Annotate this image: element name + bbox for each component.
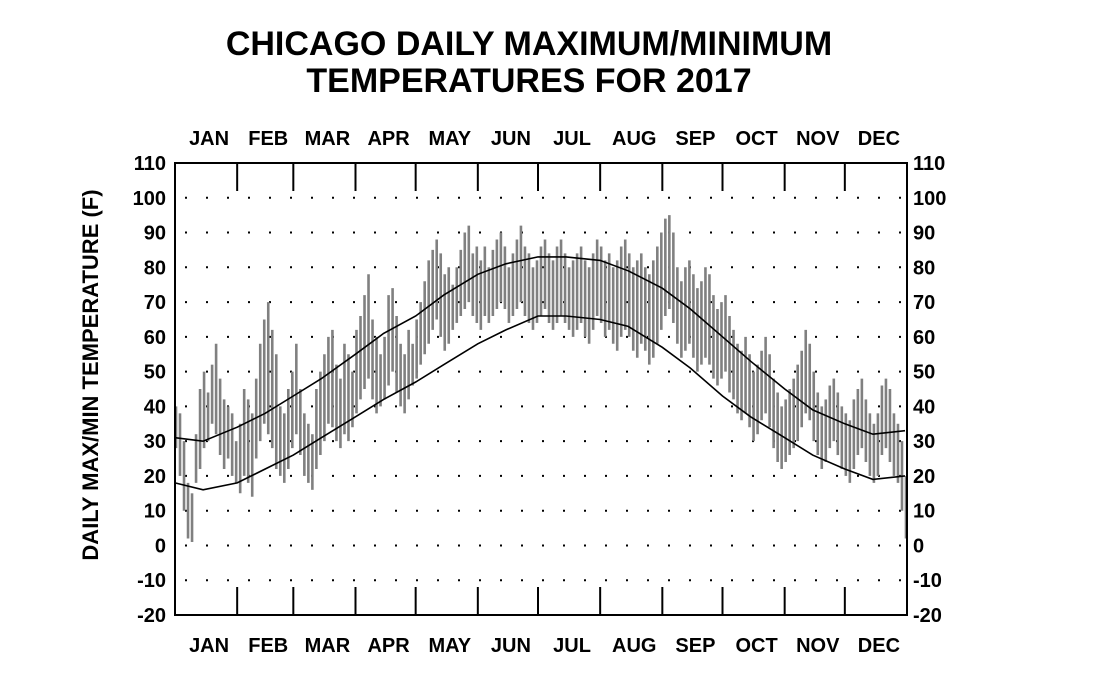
- y-tick-label-left: -10: [137, 570, 166, 592]
- month-label-top: MAR: [305, 128, 351, 150]
- month-label-bottom: DEC: [858, 635, 900, 657]
- y-tick-label-left: 80: [144, 257, 166, 279]
- month-label-top: JUL: [553, 128, 591, 150]
- y-tick-label-left: 40: [144, 396, 166, 418]
- month-label-top: AUG: [612, 128, 656, 150]
- month-label-bottom: JUN: [491, 635, 531, 657]
- y-tick-label-right: -10: [913, 570, 942, 592]
- month-label-bottom: AUG: [612, 635, 656, 657]
- month-label-top: OCT: [735, 128, 777, 150]
- axes: [174, 162, 908, 616]
- observed-bars: [174, 215, 908, 542]
- normal-lines: [174, 256, 906, 491]
- month-label-bottom: MAR: [305, 635, 351, 657]
- month-label-top: JUN: [491, 128, 531, 150]
- tick-labels: -20 -20 -10 -10 0 0 10 10 20 20 30 30 40 40 50 50 60 60 70…: [133, 128, 947, 657]
- y-tick-label-left: 30: [144, 431, 166, 453]
- y-tick-label-left: 50: [144, 362, 166, 384]
- month-label-top: NOV: [796, 128, 840, 150]
- month-label-top: JAN: [189, 128, 229, 150]
- y-tick-label-left: 110: [134, 153, 166, 175]
- y-tick-label-left: 100: [133, 188, 166, 210]
- month-label-top: FEB: [248, 128, 288, 150]
- month-label-top: MAY: [428, 128, 471, 150]
- normal-low-line: [174, 315, 906, 491]
- y-tick-label-left: 90: [144, 223, 166, 245]
- month-label-top: DEC: [858, 128, 900, 150]
- month-label-bottom: SEP: [675, 635, 715, 657]
- chart-title-line-1: CHICAGO DAILY MAXIMUM/MINIMUM: [226, 25, 832, 63]
- y-tick-label-right: 0: [913, 535, 924, 557]
- y-tick-label-right: 100: [913, 188, 946, 210]
- month-label-bottom: JUL: [553, 635, 591, 657]
- y-tick-label-right: 70: [913, 292, 935, 314]
- y-tick-label-right: 50: [913, 362, 935, 384]
- month-label-bottom: FEB: [248, 635, 288, 657]
- y-tick-label-left: 70: [144, 292, 166, 314]
- y-tick-label-right: -20: [913, 605, 942, 627]
- y-tick-label-right: 90: [913, 223, 935, 245]
- month-label-bottom: MAY: [428, 635, 471, 657]
- chart-title-line-2: TEMPERATURES FOR 2017: [306, 62, 751, 100]
- month-label-bottom: NOV: [796, 635, 840, 657]
- y-tick-label-right: 60: [913, 327, 935, 349]
- y-axis-label: DAILY MAX/MIN TEMPERATURE (F): [78, 189, 103, 560]
- normal-high-line: [174, 256, 906, 443]
- month-label-bottom: OCT: [735, 635, 777, 657]
- y-tick-label-left: -20: [137, 605, 166, 627]
- month-label-top: APR: [367, 128, 410, 150]
- y-tick-label-right: 30: [913, 431, 935, 453]
- month-label-bottom: APR: [367, 635, 410, 657]
- y-tick-label-right: 20: [913, 466, 935, 488]
- y-tick-label-right: 80: [913, 257, 935, 279]
- y-tick-label-left: 10: [144, 501, 166, 523]
- y-tick-label-right: 10: [913, 501, 935, 523]
- y-tick-label-right: 40: [913, 396, 935, 418]
- y-tick-label-right: 110: [913, 153, 945, 175]
- y-tick-label-left: 60: [144, 327, 166, 349]
- y-tick-label-left: 0: [155, 535, 166, 557]
- plot-frame: [174, 162, 908, 616]
- month-label-bottom: JAN: [189, 635, 229, 657]
- month-label-top: SEP: [675, 128, 715, 150]
- y-tick-label-left: 20: [144, 466, 166, 488]
